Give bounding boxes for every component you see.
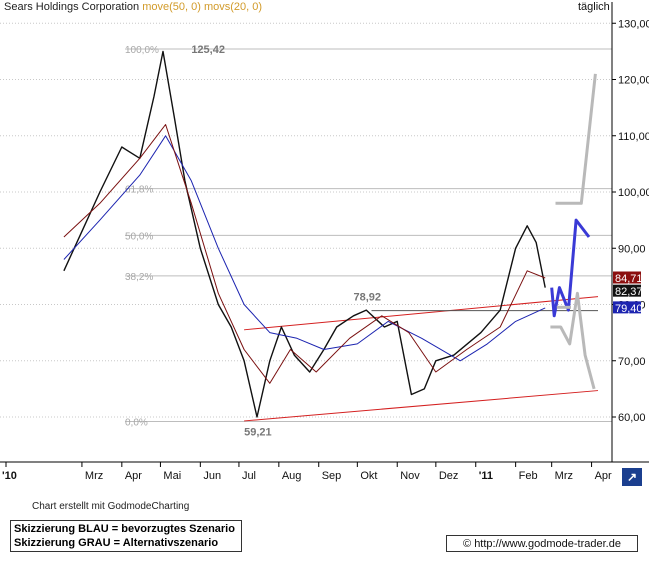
fibonacci-levels: 100,0% 61,8% 50,0% 38,2% 0,0% <box>125 45 612 428</box>
fib-level-label: 50,0% <box>125 231 153 242</box>
y-tick-label: 90,00 <box>618 243 646 255</box>
price-annotation: 78,92 <box>353 292 381 304</box>
legend-blue: Skizzierung BLAU = bevorzugtes Szenario <box>14 523 235 535</box>
source-url[interactable]: © http://www.godmode-trader.de <box>446 535 638 552</box>
x-tick-label: Jul <box>242 470 256 482</box>
x-tick-label: Apr <box>595 470 612 482</box>
x-tick-label: Feb <box>519 470 538 482</box>
y-tick-label: 70,00 <box>618 356 646 368</box>
x-tick-label: Apr <box>125 470 142 482</box>
x-tick-label: Mrz <box>555 470 573 482</box>
fib-level-label: 0,0% <box>125 417 148 428</box>
trend-line <box>244 296 599 331</box>
price-label-text: 79,40 <box>615 303 643 315</box>
grey-scenario-line <box>555 73 597 205</box>
x-tick-label: Nov <box>400 470 420 482</box>
x-tick-label: '11 <box>479 470 493 482</box>
price-label-text: 82,37 <box>615 286 643 298</box>
blue-scenario-line <box>550 218 591 318</box>
x-tick-label: Dez <box>439 470 459 482</box>
godmode-logo-icon: ↗ <box>622 468 642 486</box>
scenario-legend: Skizzierung BLAU = bevorzugtes Szenario … <box>10 520 242 552</box>
series-line <box>63 124 546 384</box>
y-tick-label: 120,00 <box>618 75 649 87</box>
price-annotation: 125,42 <box>191 44 225 56</box>
price-series <box>63 50 546 418</box>
scenario-sketches <box>550 73 597 390</box>
price-label-text: 84,71 <box>615 273 643 285</box>
x-tick-label: Sep <box>322 470 342 482</box>
price-annotation: 59,21 <box>244 426 272 438</box>
grey-scenario-line <box>550 291 596 390</box>
y-tick-label: 100,00 <box>618 187 649 199</box>
x-tick-label: Mai <box>163 470 181 482</box>
price-label-box <box>613 301 641 314</box>
series-line <box>63 50 546 418</box>
price-label-box <box>613 271 641 284</box>
legend-grey: Skizzierung GRAU = Alternativszenario <box>14 537 219 549</box>
x-tick-label: Okt <box>360 470 377 482</box>
fib-level-label: 61,8% <box>125 185 153 196</box>
x-axis: '10 Mrz Apr Mai Jun Jul Aug Sep Okt Nov Dez '11 Feb M… <box>0 461 649 482</box>
trend-channel <box>244 296 599 422</box>
indicator-labels: move(50, 0) movs(20, 0) <box>142 1 263 13</box>
trend-line <box>244 390 599 422</box>
y-tick-label: 130,00 <box>618 18 649 30</box>
period-label: täglich <box>578 1 610 13</box>
fib-level-label: 38,2% <box>125 272 153 283</box>
chart-title: Sears Holdings Corporation move(50, 0) m… <box>4 1 263 13</box>
series-line <box>63 135 546 362</box>
grid-lines <box>0 22 612 418</box>
x-tick-label: Mrz <box>85 470 103 482</box>
x-tick-label: '10 <box>2 470 17 482</box>
y-tick-label: 60,00 <box>618 412 646 424</box>
price-label-box <box>613 284 641 297</box>
x-tick-label: Jun <box>203 470 221 482</box>
x-tick-label: Aug <box>282 470 302 482</box>
y-tick-label: 110,00 <box>618 131 649 143</box>
chart-credit: Chart erstellt mit GodmodeCharting <box>32 501 190 512</box>
fib-level-label: 100,0% <box>125 45 159 56</box>
annotations: 125,42 78,92 59,21 <box>191 44 381 438</box>
